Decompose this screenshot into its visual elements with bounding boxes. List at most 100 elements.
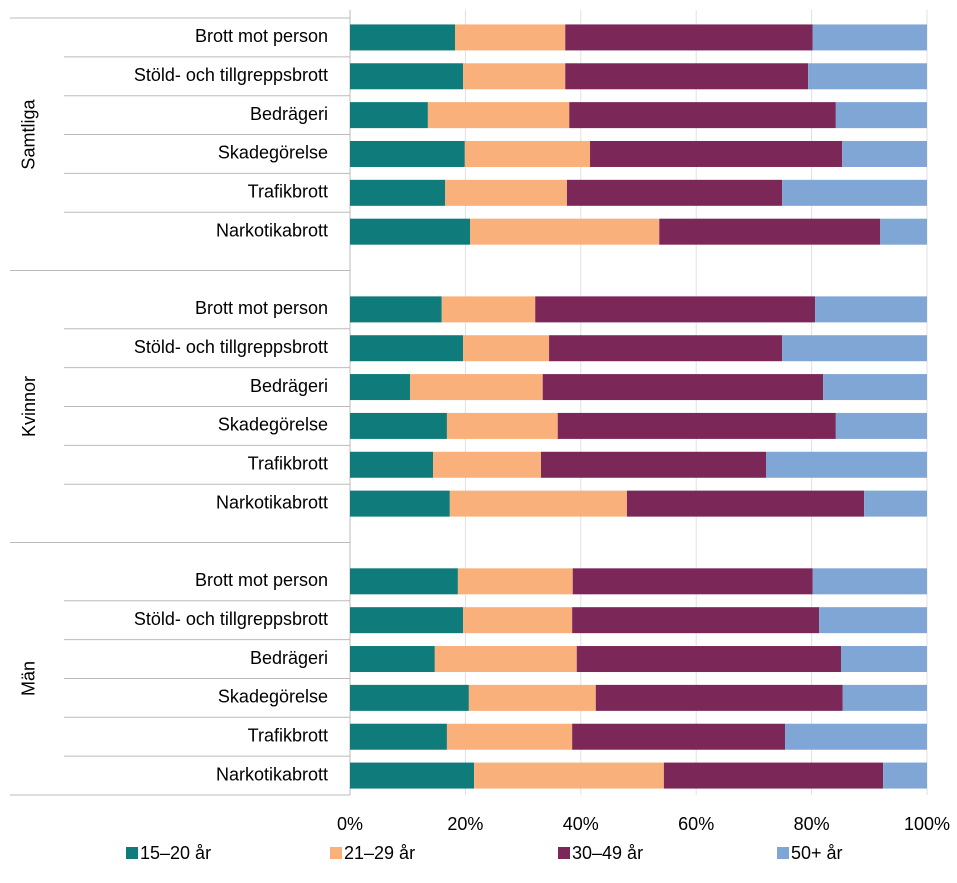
bar-segment <box>557 412 836 439</box>
bar-segment <box>864 490 927 517</box>
x-tick-label: 0% <box>337 814 363 834</box>
y-tick-label: Brott mot person <box>195 26 328 46</box>
bar-segment <box>350 374 411 401</box>
y-tick-label: Bedrägeri <box>250 104 328 124</box>
y-tick-label: Bedrägeri <box>250 376 328 396</box>
bar-segment <box>883 762 927 789</box>
bar-segment <box>842 684 927 711</box>
bar-segment <box>410 374 543 401</box>
bar-segment <box>350 762 475 789</box>
bar-segment <box>663 762 884 789</box>
bar-segment <box>785 723 927 750</box>
y-tick-label: Brott mot person <box>195 570 328 590</box>
y-tick-label: Skadegörelse <box>218 687 328 707</box>
y-tick-label: Skadegörelse <box>218 415 328 435</box>
bar-segment <box>766 451 927 478</box>
bar-segment <box>463 63 566 90</box>
bar-segment <box>812 568 927 595</box>
bar-segment <box>823 374 927 401</box>
bar-segment <box>446 412 558 439</box>
bar-segment <box>474 762 664 789</box>
bar-segment <box>350 568 458 595</box>
y-tick-label: Trafikbrott <box>248 182 328 202</box>
bar-segment <box>566 179 783 206</box>
legend-swatch <box>777 847 789 859</box>
bar-segment <box>463 607 573 634</box>
legend-label: 50+ år <box>791 843 843 863</box>
bar-segment <box>659 218 881 245</box>
bar-segment <box>535 296 816 323</box>
bar-segment <box>350 296 442 323</box>
group-label: Män <box>19 661 39 696</box>
y-tick-label: Narkotikabrott <box>216 492 328 512</box>
bar-segment <box>350 24 456 51</box>
y-tick-label: Trafikbrott <box>248 454 328 474</box>
x-tick-label: 60% <box>678 814 714 834</box>
legend-label: 21–29 år <box>344 843 415 863</box>
bar-segment <box>434 646 577 673</box>
x-tick-label: 80% <box>794 814 830 834</box>
bar-segment <box>565 24 813 51</box>
x-tick-label: 40% <box>563 814 599 834</box>
y-tick-label: Stöld- och tillgreppsbrott <box>134 609 328 629</box>
bar-segment <box>842 140 927 167</box>
bar-segment <box>835 412 927 439</box>
bar-segment <box>350 412 447 439</box>
bar-segment <box>468 684 596 711</box>
bar-segment <box>569 102 836 129</box>
bar-segment <box>455 24 566 51</box>
y-tick-label: Trafikbrott <box>248 725 328 745</box>
bar-segment <box>815 296 927 323</box>
bar-segment <box>782 179 927 206</box>
bar-segment <box>841 646 927 673</box>
bar-segment <box>445 179 567 206</box>
bar-segment <box>350 646 435 673</box>
bar-segment <box>350 490 450 517</box>
legend-swatch <box>330 847 342 859</box>
y-tick-label: Skadegörelse <box>218 143 328 163</box>
bar-segment <box>350 218 471 245</box>
bar-segment <box>540 451 767 478</box>
bar-segment <box>433 451 541 478</box>
y-tick-label: Bedrägeri <box>250 648 328 668</box>
bar-segment <box>812 24 927 51</box>
bar-segment <box>350 723 447 750</box>
bar-segment <box>626 490 865 517</box>
bar-segment <box>572 607 820 634</box>
group-label: Samtliga <box>19 99 39 170</box>
x-tick-label: 100% <box>904 814 950 834</box>
y-tick-label: Narkotikabrott <box>216 764 328 784</box>
y-tick-label: Stöld- och tillgreppsbrott <box>134 65 328 85</box>
bar-segment <box>449 490 627 517</box>
bar-segment <box>463 335 550 362</box>
bar-segment <box>590 140 843 167</box>
bar-segment <box>427 102 570 129</box>
bar-segment <box>880 218 927 245</box>
x-tick-label: 20% <box>447 814 483 834</box>
bar-segment <box>350 607 464 634</box>
bar-segment <box>350 102 428 129</box>
bar-segment <box>441 296 536 323</box>
legend-swatch <box>126 847 138 859</box>
y-tick-label: Narkotikabrott <box>216 220 328 240</box>
legend-label: 30–49 år <box>572 843 643 863</box>
bar-segment <box>572 723 786 750</box>
bar-segment <box>350 451 434 478</box>
y-tick-label: Brott mot person <box>195 298 328 318</box>
group-label: Kvinnor <box>19 376 39 437</box>
bar-segment <box>457 568 573 595</box>
bar-segment <box>464 140 591 167</box>
legend-label: 15–20 år <box>140 843 211 863</box>
bar-segment <box>565 63 809 90</box>
bar-segment <box>350 140 465 167</box>
bar-segment <box>835 102 927 129</box>
bar-segment <box>542 374 824 401</box>
bar-segment <box>819 607 927 634</box>
bar-segment <box>350 179 446 206</box>
bar-segment <box>350 684 469 711</box>
y-tick-label: Stöld- och tillgreppsbrott <box>134 337 328 357</box>
bar-segment <box>470 218 660 245</box>
bar-segment <box>808 63 927 90</box>
legend-swatch <box>558 847 570 859</box>
